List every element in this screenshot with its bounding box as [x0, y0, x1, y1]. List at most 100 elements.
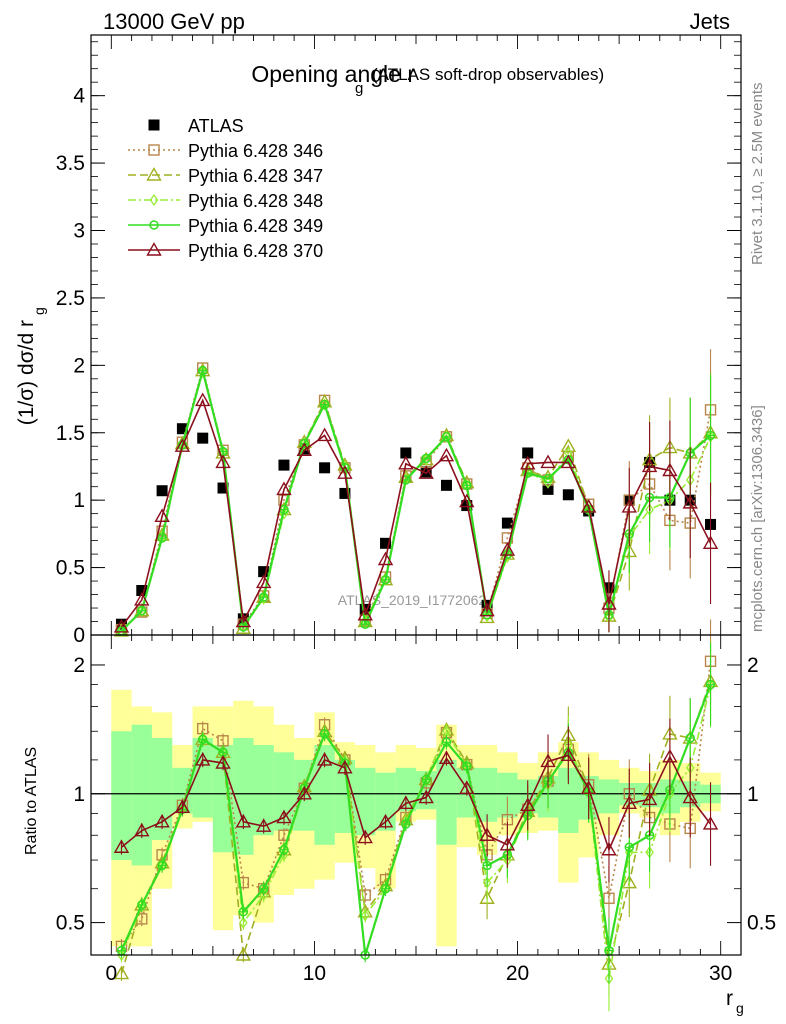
p370-ratio-point [113, 839, 130, 853]
p370-ratio-point [235, 813, 252, 828]
legend-marker [148, 144, 160, 156]
p370-point [621, 498, 637, 513]
p370-point [662, 462, 678, 477]
p348-point [381, 573, 390, 586]
x-axis-label: r [726, 987, 733, 1010]
ATLAS-point [440, 479, 452, 491]
ratio-xtick-label: 30 [709, 962, 732, 985]
legend-entry-p370: Pythia 6.428 370 [128, 241, 323, 261]
p370-point [215, 454, 231, 469]
p370-point [560, 454, 577, 469]
main-ytick-label: 1 [73, 489, 85, 512]
main-ytick-label: 0 [73, 624, 85, 647]
p347-ratio-point [235, 947, 252, 961]
p370-ratio-point [601, 841, 617, 856]
y-axis-label-text: (1/σ) dσ/d r [15, 320, 38, 425]
main-plot-title: Opening angle r [251, 61, 415, 87]
p370-ratio-point [702, 816, 719, 830]
p370-ratio-point [154, 813, 170, 828]
p370-ratio-point [479, 827, 495, 841]
p370-point [357, 606, 373, 621]
legend-entry-p348: Pythia 6.428 348 [128, 191, 323, 211]
p370-point [682, 494, 698, 509]
p370-ratio-point [621, 795, 637, 810]
legend-entry-ATLAS: ATLAS [148, 116, 244, 136]
p370-ratio-point [540, 753, 556, 768]
ATLAS-point [278, 459, 290, 471]
p370-point [459, 493, 475, 508]
ratio-series-p348 [117, 643, 715, 1012]
main-ytick-label: 1.5 [56, 422, 85, 445]
p348-point [137, 604, 147, 617]
ratio-panel: 0.5 0.51 12 20 10 20 30 Ratio to ATLAS r g [23, 619, 776, 1016]
p370-point [479, 602, 495, 617]
p348-point [299, 437, 309, 450]
p370-point [337, 465, 353, 479]
p370-ratio-point [195, 751, 211, 766]
p370-point [255, 574, 272, 589]
uncertainty-band-inner [395, 767, 416, 812]
uncertainty-band-inner [436, 759, 457, 845]
p370-ratio-point [682, 789, 698, 804]
side-label-rivet: Rivet 3.1.10, ≥ 2.5M events [749, 83, 766, 266]
ATLAS-point [319, 462, 331, 474]
p370-ratio-point [255, 818, 272, 832]
legend-label: Pythia 6.428 348 [188, 191, 323, 211]
ratio-ytick-label-right: 0.5 [747, 912, 776, 935]
ratio-ytick-label-right: 2 [747, 654, 759, 677]
p370-point [418, 465, 434, 479]
legend-label: Pythia 6.428 347 [188, 166, 323, 186]
p348-ratio-point [239, 916, 248, 929]
legend: ATLAS Pythia 6.428 346 Pythia 6.428 347 Pyt… [128, 116, 323, 261]
uncertainty-band-inner [253, 745, 274, 836]
p370-ratio-point [296, 785, 312, 800]
legend-marker [148, 119, 160, 131]
p370-point [154, 508, 170, 523]
p370-point [195, 392, 211, 407]
ratio-ytick-label: 0.5 [56, 912, 85, 935]
p370-ratio-point [377, 813, 394, 828]
ATLAS-point [501, 517, 513, 529]
main-ytick-label: 2 [73, 354, 85, 377]
uncertainty-band-inner [212, 745, 234, 853]
ratio-ytick-label: 2 [73, 654, 85, 677]
uncertainty-band-inner [151, 738, 173, 840]
uncertainty-band-inner [497, 772, 518, 818]
uncertainty-band-inner [131, 724, 152, 866]
p370-point [174, 438, 191, 452]
uncertainty-band-inner [314, 745, 335, 845]
p370-point [499, 542, 516, 556]
main-ytick-label: 4 [73, 85, 85, 108]
legend-entry-p346: Pythia 6.428 346 [128, 141, 323, 161]
legend-entry-p347: Pythia 6.428 347 [128, 166, 323, 186]
ratio-xtick-label: 20 [506, 962, 529, 985]
series-p370 [113, 392, 719, 633]
p370-ratio-point [499, 836, 516, 851]
ATLAS-point [339, 487, 351, 499]
legend-label: Pythia 6.428 346 [188, 141, 323, 161]
p370-ratio-point [459, 780, 475, 794]
ATLAS-point [420, 466, 432, 478]
p370-ratio-point [134, 822, 150, 837]
main-ytick-label: 3.5 [56, 152, 85, 175]
legend-label: ATLAS [188, 116, 244, 136]
ratio-y-axis-label: Ratio to ATLAS [23, 747, 40, 855]
uncertainty-band-inner [598, 779, 620, 814]
ATLAS-point [522, 447, 534, 459]
p348-point [564, 446, 573, 460]
main-plot-title-subscript: g [355, 80, 363, 97]
p370-point [601, 596, 617, 610]
p370-ratio-point [438, 750, 455, 765]
p370-ratio-point [520, 797, 536, 811]
p370-line [120, 398, 712, 628]
main-plot-title-note: (ATLAS soft-drop observables) [372, 65, 604, 84]
ratio-xtick-label: 0 [105, 962, 117, 985]
ratio-ytick-label-right: 1 [747, 783, 759, 806]
ATLAS-point [258, 566, 270, 578]
p370-ratio-point [418, 789, 434, 804]
x-axis-label-subscript: g [736, 1000, 744, 1016]
p370-ratio-point [215, 755, 231, 769]
ATLAS-point [380, 537, 392, 549]
p348-ratio-point [360, 909, 370, 922]
